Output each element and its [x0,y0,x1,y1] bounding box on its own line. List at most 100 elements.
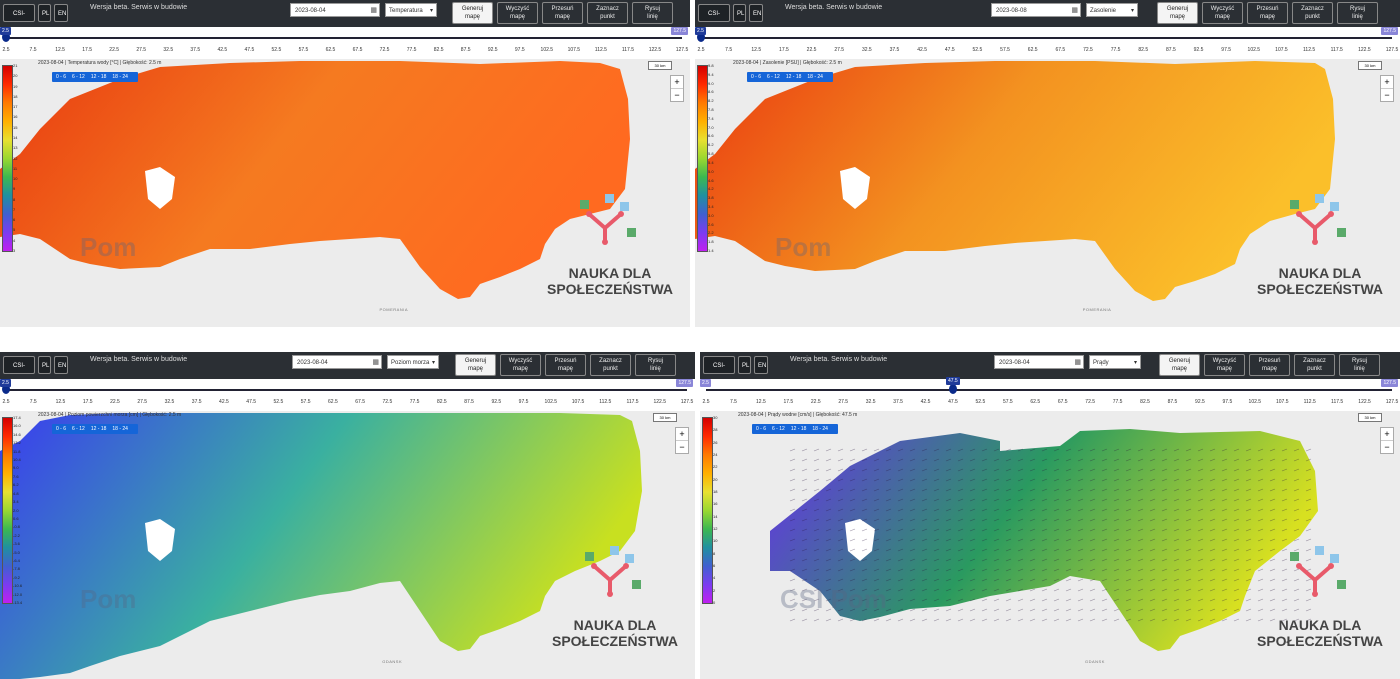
zoom-in-button[interactable]: + [676,428,688,441]
clear-map-button[interactable]: Wyczyść mapę [1204,354,1245,376]
draw-line-button[interactable]: Rysuj linię [632,2,673,24]
map-canvas[interactable] [695,59,1400,327]
time-range-option[interactable]: 0 - 6 [751,74,762,80]
time-range-option[interactable]: 12 - 18 [785,74,802,80]
calendar-icon[interactable]: ▦ [372,359,379,366]
calendar-icon[interactable]: ▦ [1071,7,1078,14]
time-range-option[interactable]: 18 - 24 [807,74,823,80]
lang-pl-button[interactable]: PL [38,4,51,22]
time-range-option[interactable]: 6 - 12 [72,74,85,80]
sea-layer[interactable] [695,61,1335,301]
time-range-selector[interactable]: 0 - 6 6 - 12 12 - 18 18 - 24 [752,424,838,434]
time-range-option[interactable]: 12 - 18 [790,426,807,432]
generate-map-button[interactable]: Generuj mapę [1157,2,1198,24]
time-range-option[interactable]: 0 - 6 [56,426,67,432]
calendar-icon[interactable]: ▦ [1074,359,1081,366]
date-input[interactable]: 2023-08-04 ▦ [994,355,1084,369]
draw-line-button[interactable]: Rysuj linię [1339,354,1380,376]
map-view[interactable]: 21 20 19 18 17 16 15 14 13 12 11 10 9 8 7 6 5 4 3 2023-08-0… [0,59,690,327]
layer-select[interactable]: Zasolenie ▾ [1086,3,1138,17]
lang-pl-button[interactable]: PL [38,356,51,374]
time-range-selector[interactable]: 0 - 6 6 - 12 12 - 18 18 - 24 [747,72,833,82]
sea-layer[interactable] [0,413,642,679]
map-canvas[interactable] [700,411,1400,679]
time-range-option[interactable]: 18 - 24 [812,426,828,432]
zoom-control[interactable]: + − [1380,427,1394,454]
clear-map-button[interactable]: Wyczyść mapę [497,2,538,24]
sea-layer[interactable] [770,429,1318,651]
lang-en-button[interactable]: EN [749,4,763,22]
move-map-button[interactable]: Przesuń mapę [1249,354,1290,376]
layer-select[interactable]: Prądy ▾ [1089,355,1141,369]
app-name-button[interactable]: CSI-POM [703,356,735,387]
clear-map-button[interactable]: Wyczyść mapę [500,354,541,376]
slider-track[interactable] [701,37,1392,39]
move-map-button[interactable]: Przesuń mapę [542,2,583,24]
move-map-button[interactable]: Przesuń mapę [1247,2,1288,24]
time-range-option[interactable]: 0 - 6 [756,426,767,432]
generate-map-button[interactable]: Generuj mapę [452,2,493,24]
map-view[interactable]: 17.4 16.0 14.6 13.2 11.8 10.4 9.0 7.6 6.2 4.8 3.4 2… [0,411,695,679]
depth-slider[interactable]: 2.5 127.5 2.5 7.5 12.5 17.5 22.5 27.5 32.5 37.5 42… [695,27,1400,59]
sea-layer[interactable] [0,61,630,299]
zoom-control[interactable]: + − [1380,75,1394,102]
slider-handle[interactable] [2,384,10,394]
zoom-control[interactable]: + − [670,75,684,102]
mark-point-button[interactable]: Zaznacz punkt [1294,354,1335,376]
depth-slider[interactable]: 2.5 47.5 127.5 2.5 7.5 12.5 17.5 22.5 27.5 32.5 37… [700,377,1400,411]
slider-track[interactable] [6,389,687,391]
app-name-button[interactable]: CSI-POM [3,4,35,35]
time-range-option[interactable]: 18 - 24 [112,426,128,432]
map-view[interactable]: 9.8 9.4 9.0 8.6 8.2 7.8 7.4 7.0 6.6 6.2 5.8 5.4 5.0 4… [695,59,1400,327]
zoom-out-button[interactable]: − [674,90,680,100]
depth-slider[interactable]: 2.5 127.5 2.5 7.5 12.5 17.5 22.5 27.5 32.5 37.5 42… [0,27,690,59]
time-range-option[interactable]: 6 - 12 [767,74,780,80]
slider-handle[interactable] [2,32,10,42]
generate-map-button[interactable]: Generuj mapę [1159,354,1200,376]
time-range-option[interactable]: 0 - 6 [56,74,67,80]
time-range-option[interactable]: 6 - 12 [72,426,85,432]
zoom-in-button[interactable]: + [671,76,683,89]
slider-handle[interactable] [948,384,957,394]
app-name-button[interactable]: CSI-POM [698,4,730,35]
depth-slider[interactable]: 2.5 127.5 2.5 7.5 12.5 17.5 22.5 27.5 32.5 37.5 42… [0,379,695,411]
date-input[interactable]: 2023-08-08 ▦ [991,3,1081,17]
slider-track[interactable] [6,37,682,39]
mark-point-button[interactable]: Zaznacz punkt [1292,2,1333,24]
time-range-selector[interactable]: 0 - 6 6 - 12 12 - 18 18 - 24 [52,424,138,434]
map-canvas[interactable] [0,59,690,327]
move-map-button[interactable]: Przesuń mapę [545,354,586,376]
lang-pl-button[interactable]: PL [738,356,751,374]
zoom-out-button[interactable]: − [1384,442,1390,452]
time-range-option[interactable]: 18 - 24 [112,74,128,80]
lang-en-button[interactable]: EN [754,356,768,374]
map-view[interactable]: 30 28 26 24 22 20 18 16 14 12 10 8 6 4 2 0 2023-08-04 | … [700,411,1400,679]
zoom-in-button[interactable]: + [1381,76,1393,89]
lang-pl-button[interactable]: PL [733,4,746,22]
generate-map-button[interactable]: Generuj mapę [455,354,496,376]
slider-track[interactable] [706,389,1392,391]
map-canvas[interactable] [0,411,695,679]
time-range-option[interactable]: 6 - 12 [772,426,785,432]
zoom-out-button[interactable]: − [1384,90,1390,100]
layer-select[interactable]: Temperatura ▾ [385,3,437,17]
calendar-icon[interactable]: ▦ [370,7,377,14]
mark-point-button[interactable]: Zaznacz punkt [587,2,628,24]
date-input[interactable]: 2023-08-04 ▦ [292,355,382,369]
draw-line-button[interactable]: Rysuj linię [635,354,676,376]
slider-handle[interactable] [697,32,705,42]
zoom-out-button[interactable]: − [679,442,685,452]
mark-point-button[interactable]: Zaznacz punkt [590,354,631,376]
zoom-control[interactable]: + − [675,427,689,454]
date-input[interactable]: 2023-08-04 ▦ [290,3,380,17]
time-range-option[interactable]: 12 - 18 [90,426,107,432]
time-range-option[interactable]: 12 - 18 [90,74,107,80]
clear-map-button[interactable]: Wyczyść mapę [1202,2,1243,24]
lang-en-button[interactable]: EN [54,356,68,374]
time-range-selector[interactable]: 0 - 6 6 - 12 12 - 18 18 - 24 [52,72,138,82]
zoom-in-button[interactable]: + [1381,428,1393,441]
layer-select[interactable]: Poziom morza ▾ [387,355,439,369]
app-name-button[interactable]: CSI-POM [3,356,35,387]
draw-line-button[interactable]: Rysuj linię [1337,2,1378,24]
lang-en-button[interactable]: EN [54,4,68,22]
